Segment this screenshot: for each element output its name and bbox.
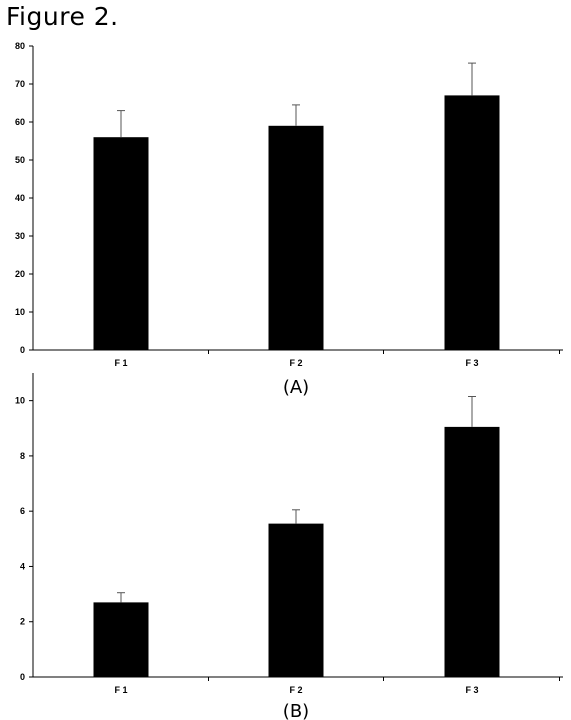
panel-a-y-tick-label: 30	[15, 231, 25, 241]
panel-b-label: (B)	[283, 701, 309, 720]
panel-b-category-label: F 2	[289, 685, 302, 695]
panel-b-y-tick-label: 8	[20, 451, 25, 461]
panel-b-y-tick-label: 6	[20, 506, 25, 516]
panel-a-y-tick-label: 0	[20, 345, 25, 355]
panel-a-y-tick-label: 80	[15, 41, 25, 51]
panel-a-bar	[268, 125, 324, 350]
panel-a-bar	[444, 95, 500, 351]
panel-b-y-tick-label: 4	[20, 561, 25, 571]
panel-a-y-tick-label: 70	[15, 79, 25, 89]
panel-b-y-tick-label: 10	[15, 396, 25, 406]
panel-a-y-tick-label: 60	[15, 117, 25, 127]
panel-b-y-tick-label: 2	[20, 617, 25, 627]
panel-b-bar	[93, 602, 149, 677]
panel-a-y-tick-label: 40	[15, 193, 25, 203]
panel-b-bar	[444, 426, 500, 677]
panel-a-y-tick-label: 20	[15, 269, 25, 279]
panel-a-y-tick-label: 10	[15, 307, 25, 317]
figure-title: Figure 2.	[6, 2, 119, 31]
panel-a-bar	[93, 137, 149, 350]
panel-a-category-label: F 1	[114, 358, 127, 368]
panel-b-category-label: F 1	[114, 685, 127, 695]
panel-b-category-label: F 3	[465, 685, 478, 695]
panel-b-y-tick-label: 0	[20, 672, 25, 682]
panel-a-category-label: F 2	[289, 358, 302, 368]
panel-a-label: (A)	[283, 377, 309, 398]
panel-a-y-tick-label: 50	[15, 155, 25, 165]
panel-b-bar	[268, 523, 324, 677]
panel-a-category-label: F 3	[465, 358, 478, 368]
